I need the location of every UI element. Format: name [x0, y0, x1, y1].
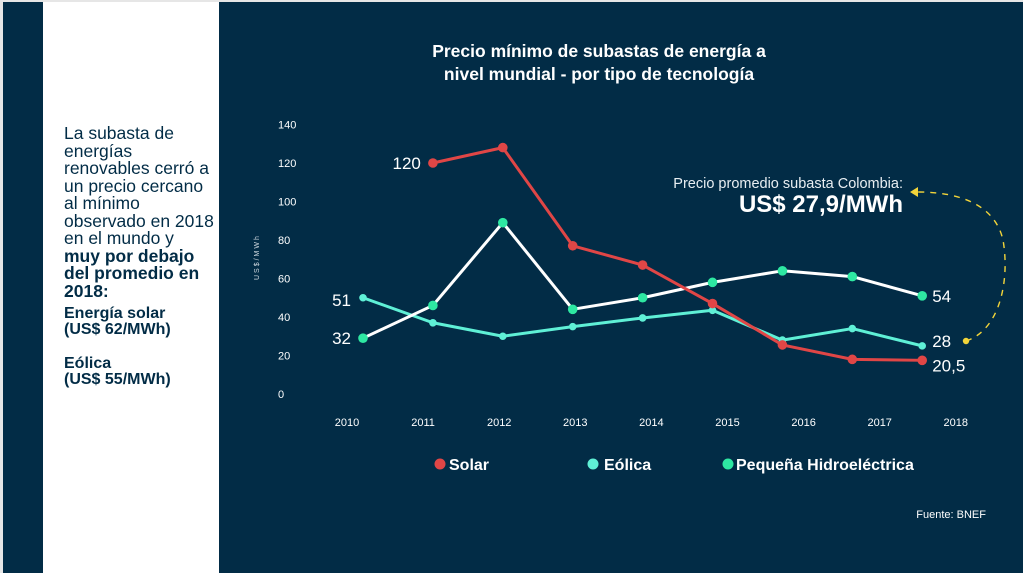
- y-axis-ticks: 0 20 40 60 80 100 120 140: [278, 120, 296, 402]
- series-line-solar: [432, 146, 923, 362]
- annotation-dashed-arrow: [917, 191, 1006, 342]
- source-note: Fuente: BNEF: [916, 509, 986, 521]
- y-tick-label: 140: [278, 120, 296, 132]
- data-label: 28: [932, 332, 951, 351]
- data-point-eolica: [499, 332, 507, 341]
- x-tick-label: 2013: [563, 417, 587, 429]
- y-tick-label: 40: [278, 312, 290, 324]
- data-point-solar: [917, 355, 927, 366]
- legend-label-solar: Solar: [449, 457, 489, 474]
- sidebar-panel: [43, 2, 219, 573]
- series-line-eolica: [362, 296, 923, 348]
- annotation-value: US$ 27,9/MWh: [739, 191, 903, 218]
- data-point-hidro: [358, 333, 368, 343]
- x-tick-label: 2016: [791, 417, 815, 429]
- data-point-hidro: [777, 266, 788, 276]
- y-tick-label: 120: [278, 158, 296, 170]
- legend-marker-solar: [434, 458, 446, 470]
- data-point-eolica: [359, 293, 367, 302]
- sidebar-item-value: (US$ 55/MWh): [64, 371, 171, 388]
- series-points: [358, 142, 927, 366]
- y-tick-label: 60: [278, 274, 290, 286]
- sidebar-item-eolica: Eólica (US$ 55/MWh): [64, 356, 214, 388]
- sidebar-paragraph-bold: muy por debajo del promedio en 2018:: [64, 245, 200, 301]
- data-point-solar: [567, 240, 578, 251]
- data-point-eolica: [848, 324, 857, 333]
- x-axis-ticks: 2010 2011 2012 2013 2014 2015 2016 2017 2018: [335, 417, 968, 429]
- sidebar-item-value: (US$ 62/MWh): [64, 321, 171, 338]
- legend-marker-eolica: [587, 458, 599, 470]
- sidebar-item-label: Eólica: [64, 355, 112, 372]
- data-label: 32: [332, 329, 351, 348]
- data-point-hidro: [637, 292, 648, 303]
- data-label: 51: [332, 291, 351, 310]
- data-point-solar: [707, 298, 718, 309]
- chart-title-line-2: nivel mundial - por tipo de tecnología: [444, 64, 754, 84]
- data-point-eolica: [918, 342, 926, 350]
- data-point-eolica: [638, 314, 647, 322]
- data-point-solar: [777, 340, 788, 350]
- data-point-eolica: [708, 306, 717, 315]
- y-tick-label: 80: [278, 235, 290, 247]
- x-tick-label: 2012: [487, 417, 511, 429]
- data-point-solar: [428, 158, 438, 168]
- y-tick-label: 20: [278, 351, 290, 363]
- x-tick-label: 2014: [639, 417, 663, 429]
- legend-marker-hidro: [722, 458, 734, 470]
- annotation-subtitle: Precio promedio subasta Colombia:: [673, 176, 903, 192]
- data-point-hidro: [707, 277, 718, 288]
- sidebar-text: La subasta de energías renovables cerró …: [64, 123, 214, 388]
- x-tick-label: 2015: [715, 417, 739, 429]
- data-point-hidro: [567, 304, 578, 315]
- annotation-start-dot: [962, 337, 970, 345]
- sidebar-item-label: Energía solar: [64, 305, 166, 322]
- data-point-eolica: [429, 318, 437, 327]
- y-axis-label: US$/MWh: [254, 234, 261, 280]
- data-point-solar: [637, 260, 648, 270]
- data-point-hidro: [847, 271, 858, 282]
- sidebar-paragraph: La subasta de energías renovables cerró …: [64, 123, 214, 248]
- legend-label-hidro: Pequeña Hidroeléctrica: [736, 457, 914, 474]
- data-point-solar: [847, 354, 858, 365]
- x-tick-label: 2010: [335, 417, 359, 429]
- chart-title-line-1: Precio mínimo de subastas de energía a: [432, 41, 766, 61]
- data-point-eolica: [568, 322, 577, 331]
- sidebar-item-solar: Energía solar (US$ 62/MWh): [64, 306, 214, 338]
- x-tick-label: 2017: [867, 417, 891, 429]
- annotation-arrowhead-icon: [910, 187, 918, 197]
- data-point-solar: [498, 142, 508, 153]
- x-tick-label: 2018: [944, 417, 968, 429]
- data-point-hidro: [917, 291, 927, 301]
- legend-label-eolica: Eólica: [604, 457, 651, 474]
- y-tick-label: 0: [278, 389, 284, 401]
- data-labels: 120 51 32 54 28 20,5: [332, 154, 965, 375]
- data-label: 54: [932, 287, 951, 306]
- data-label: 120: [393, 154, 421, 173]
- data-point-hidro: [428, 300, 438, 311]
- left-accent-bar: [3, 2, 43, 573]
- x-tick-label: 2011: [411, 417, 435, 429]
- chart-legend: Solar Eólica Pequeña Hidroeléctrica: [434, 457, 914, 474]
- data-label: 20,5: [932, 356, 965, 375]
- data-point-hidro: [498, 217, 508, 228]
- y-tick-label: 100: [278, 197, 296, 209]
